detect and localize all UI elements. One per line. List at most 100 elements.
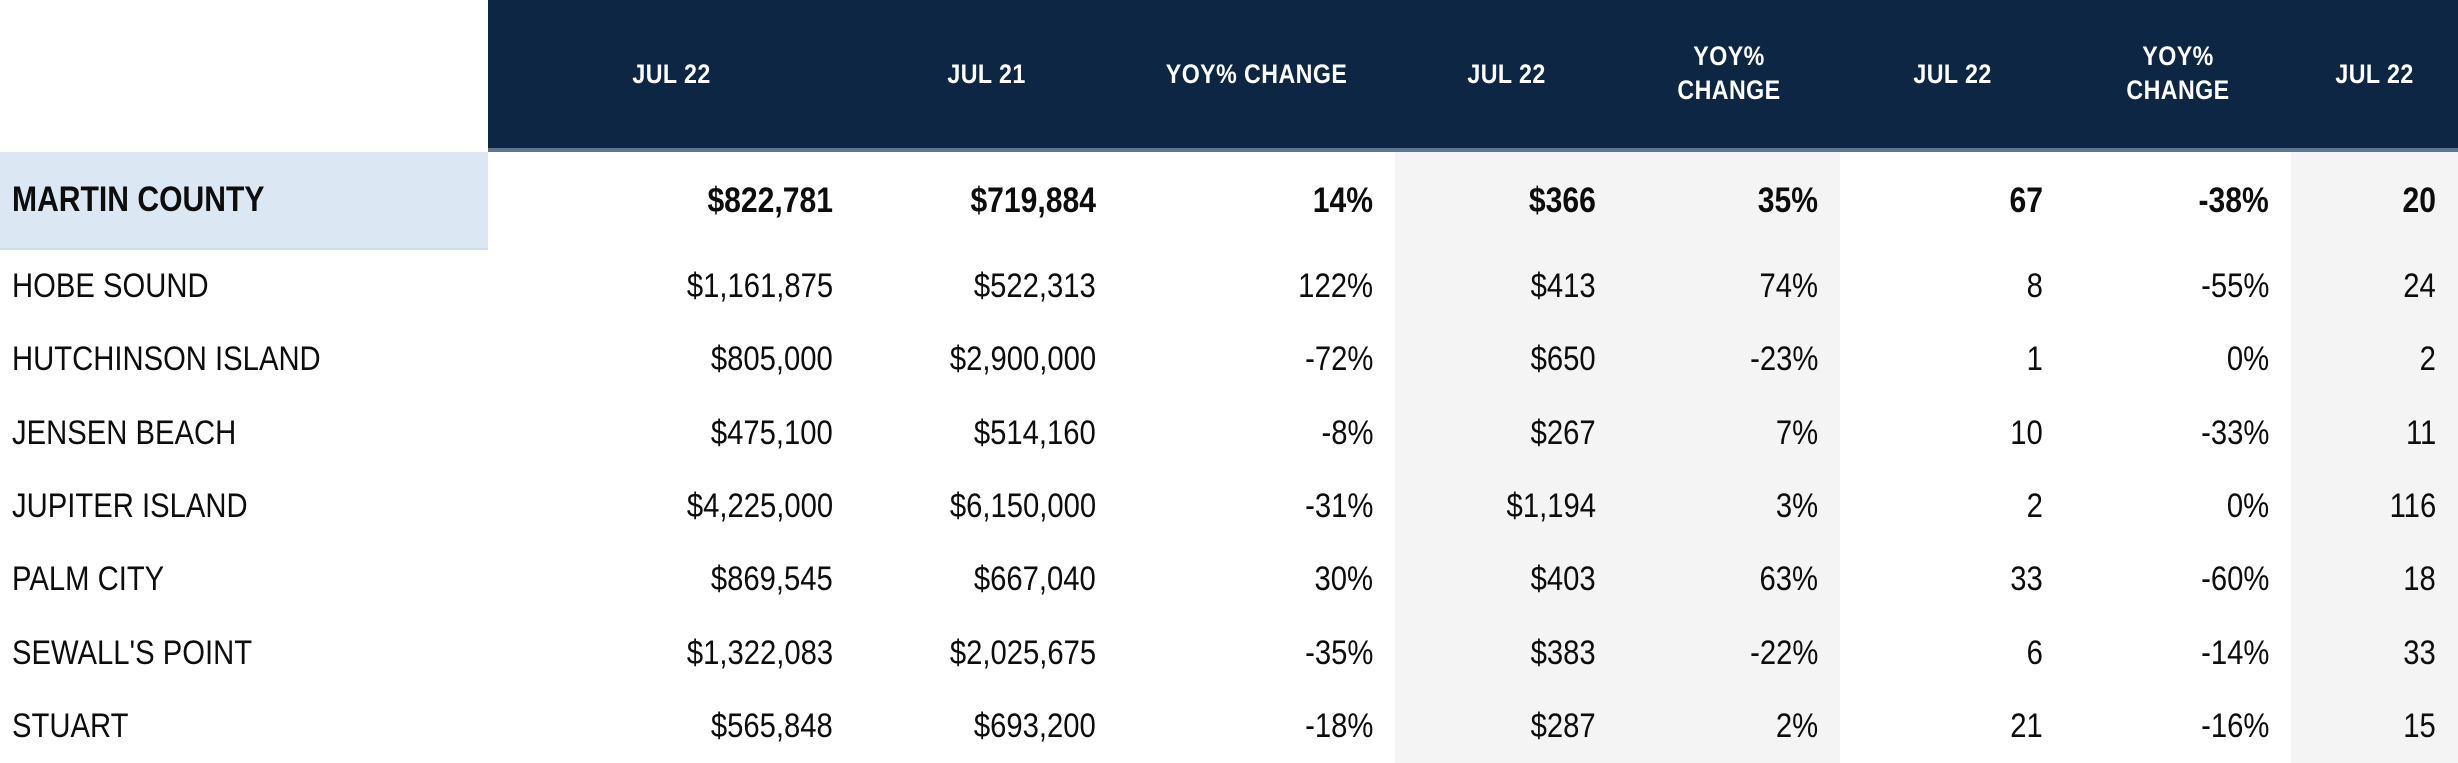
value-cell-text: -55% xyxy=(2200,267,2269,306)
table-row-stuart: STUART $565,848 $693,200 -18% $287 2% 21 -16% 15 xyxy=(0,689,2458,763)
value-cell-text: 74% xyxy=(1759,267,1818,306)
value-cell-text: $1,322,083 xyxy=(686,633,833,672)
value-cell-text: 33 xyxy=(2403,633,2436,672)
value-cell-text: $267 xyxy=(1530,413,1596,452)
value-cell: -8% xyxy=(1118,397,1395,470)
value-cell: -23% xyxy=(1618,323,1840,397)
column-header-2: JUL 21 xyxy=(855,0,1118,152)
value-cell: 7% xyxy=(1618,396,1840,470)
value-cell: 33 xyxy=(2291,616,2458,690)
value-cell-text: $1,161,875 xyxy=(686,267,833,306)
value-cell: $287 xyxy=(1395,689,1618,763)
value-cell: $413 xyxy=(1395,250,1618,324)
row-label-palm-city: PALM CITY xyxy=(0,543,488,616)
value-cell-text: $693,200 xyxy=(974,706,1096,745)
row-label-palm-city-text: PALM CITY xyxy=(12,560,165,599)
value-cell-text: $1,194 xyxy=(1506,486,1596,525)
value-cell: 30% xyxy=(1118,543,1395,616)
value-cell-text: 24 xyxy=(2403,267,2436,306)
summary-value-cell: 67 xyxy=(1840,152,2065,250)
value-cell: $1,194 xyxy=(1395,469,1618,544)
summary-value-cell-text: $366 xyxy=(1529,181,1596,220)
row-label-martin-county: MARTIN COUNTY xyxy=(0,152,488,250)
row-label-jupiter-island: JUPITER ISLAND xyxy=(0,470,488,543)
value-cell-text: $2,900,000 xyxy=(949,340,1096,379)
value-cell-text: -35% xyxy=(1304,633,1373,672)
summary-value-cell-text: 14% xyxy=(1312,181,1373,220)
value-cell-text: 2% xyxy=(1775,706,1818,745)
value-cell: $565,848 xyxy=(488,690,855,763)
value-cell-text: $2,025,675 xyxy=(949,633,1096,672)
value-cell: 2 xyxy=(2291,323,2458,397)
value-cell-text: -16% xyxy=(2200,706,2269,745)
value-cell: -55% xyxy=(2065,250,2291,323)
row-label-hutchinson-island-text: HUTCHINSON ISLAND xyxy=(12,340,321,379)
value-cell: 0% xyxy=(2065,470,2291,543)
value-cell-text: 11 xyxy=(2405,413,2436,452)
value-cell: 3% xyxy=(1618,469,1840,544)
row-label-jensen-beach: JENSEN BEACH xyxy=(0,397,488,470)
table-row-jensen-beach: JENSEN BEACH $475,100 $514,160 -8% $267 7% 10 -… xyxy=(0,396,2458,470)
table-row-hutchinson-island: HUTCHINSON ISLAND $805,000 $2,900,000 -72% $… xyxy=(0,323,2458,397)
value-cell-text: -72% xyxy=(1304,340,1373,379)
row-label-stuart: STUART xyxy=(0,690,488,763)
value-cell: -72% xyxy=(1118,323,1395,396)
value-cell-text: 63% xyxy=(1759,560,1818,599)
column-header-8: JUL 22 xyxy=(2291,0,2458,152)
value-cell: 0% xyxy=(2065,323,2291,396)
column-header-2-text: JUL 21 xyxy=(947,58,1026,89)
value-cell-text: -23% xyxy=(1749,340,1818,379)
value-cell: 21 xyxy=(1840,690,2065,763)
value-cell: -16% xyxy=(2065,690,2291,763)
row-label-hobe-sound-text: HOBE SOUND xyxy=(12,267,209,306)
summary-row-martin-county: MARTIN COUNTY $822,781 $719,884 14% $366 35% 6… xyxy=(0,152,2458,250)
table-header-row: JUL 22 JUL 21 YOY% CHANGE JUL 22 YOY% CHANGE… xyxy=(0,0,2458,152)
summary-value-cell: -38% xyxy=(2065,152,2291,250)
value-cell: -60% xyxy=(2065,543,2291,616)
value-cell: 8 xyxy=(1840,250,2065,323)
value-cell: 74% xyxy=(1618,250,1840,324)
value-cell: 63% xyxy=(1618,543,1840,617)
value-cell: 18 xyxy=(2291,543,2458,617)
column-header-1-text: JUL 22 xyxy=(632,58,711,89)
value-cell-text: -31% xyxy=(1304,486,1373,525)
column-header-5-text: YOY% CHANGE xyxy=(1677,41,1781,105)
value-cell: 10 xyxy=(1840,397,2065,470)
value-cell: $514,160 xyxy=(855,397,1118,470)
value-cell-text: $383 xyxy=(1530,633,1596,672)
value-cell: -31% xyxy=(1118,470,1395,543)
value-cell-text: 0% xyxy=(2226,340,2269,379)
value-cell-text: 7% xyxy=(1775,413,1818,452)
value-cell-text: -60% xyxy=(2200,560,2269,599)
column-header-4-text: JUL 22 xyxy=(1467,58,1546,89)
column-header-3-text: YOY% CHANGE xyxy=(1165,58,1348,89)
row-label-stuart-text: STUART xyxy=(12,706,129,745)
value-cell-text: 6 xyxy=(2026,633,2043,672)
table-body: HOBE SOUND $1,161,875 $522,313 122% $413 74% 8… xyxy=(0,250,2458,763)
value-cell: $1,322,083 xyxy=(488,616,855,689)
value-cell: $667,040 xyxy=(855,543,1118,616)
column-header-6-text: JUL 22 xyxy=(1913,58,1992,89)
summary-value-cell: $366 xyxy=(1395,152,1618,250)
value-cell: $6,150,000 xyxy=(855,470,1118,543)
value-cell: 116 xyxy=(2291,469,2458,544)
column-header-4: JUL 22 xyxy=(1395,0,1618,152)
summary-value-cell-text: 67 xyxy=(2009,181,2043,220)
value-cell: $475,100 xyxy=(488,397,855,470)
row-label-jensen-beach-text: JENSEN BEACH xyxy=(12,413,237,452)
corner-cell xyxy=(0,0,488,152)
row-label-sewall-s-point-text: SEWALL'S POINT xyxy=(12,633,253,672)
summary-value-cell-text: $719,884 xyxy=(970,181,1096,220)
value-cell-text: $565,848 xyxy=(711,706,833,745)
value-cell-text: -8% xyxy=(1320,413,1373,452)
value-cell-text: $650 xyxy=(1530,340,1596,379)
column-header-5: YOY% CHANGE xyxy=(1618,0,1840,152)
column-header-1: JUL 22 xyxy=(488,0,855,152)
table-row-jupiter-island: JUPITER ISLAND $4,225,000 $6,150,000 -31% $1… xyxy=(0,469,2458,544)
value-cell-text: -22% xyxy=(1749,633,1818,672)
value-cell: 11 xyxy=(2291,396,2458,470)
value-cell: $4,225,000 xyxy=(488,470,855,543)
value-cell: -33% xyxy=(2065,397,2291,470)
value-cell-text: -18% xyxy=(1304,706,1373,745)
